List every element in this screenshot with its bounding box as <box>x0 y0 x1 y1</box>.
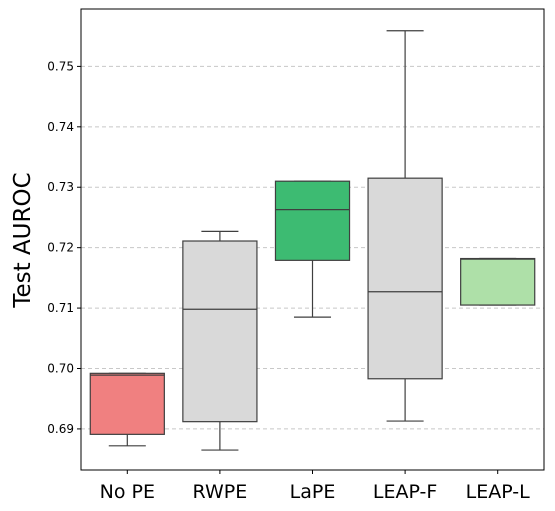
box-lape <box>274 180 351 318</box>
x-tick-label: LEAP-F <box>373 481 437 503</box>
x-axis-ticks: No PE RWPE LaPE LEAP-F LEAP-L <box>100 470 530 503</box>
box-no-pe <box>89 372 165 447</box>
y-tick-label: 0.69 <box>47 422 74 436</box>
boxes <box>89 30 536 451</box>
y-tick-label: 0.71 <box>47 301 74 315</box>
x-tick-label: LEAP-L <box>466 481 530 503</box>
y-axis-ticks: 0.69 0.70 0.71 0.72 0.73 0.74 0.75 <box>47 59 81 436</box>
x-tick-label: RWPE <box>193 481 248 503</box>
y-tick-label: 0.70 <box>47 361 74 375</box>
y-tick-label: 0.74 <box>47 120 74 134</box>
y-axis-label: Test AUROC <box>10 172 36 308</box>
iqr-box <box>89 372 165 435</box>
iqr-box <box>367 177 443 380</box>
x-tick-label: No PE <box>100 481 155 503</box>
box-rwpe <box>182 230 258 451</box>
iqr-box <box>460 257 536 306</box>
y-tick-label: 0.72 <box>47 241 74 255</box>
iqr-box <box>274 180 351 261</box>
iqr-box <box>182 240 258 423</box>
box-leap-f <box>367 30 443 422</box>
x-tick-label: LaPE <box>290 481 336 503</box>
y-tick-label: 0.73 <box>47 180 74 194</box>
box-leap-l <box>460 257 536 306</box>
y-tick-label: 0.75 <box>47 59 74 73</box>
